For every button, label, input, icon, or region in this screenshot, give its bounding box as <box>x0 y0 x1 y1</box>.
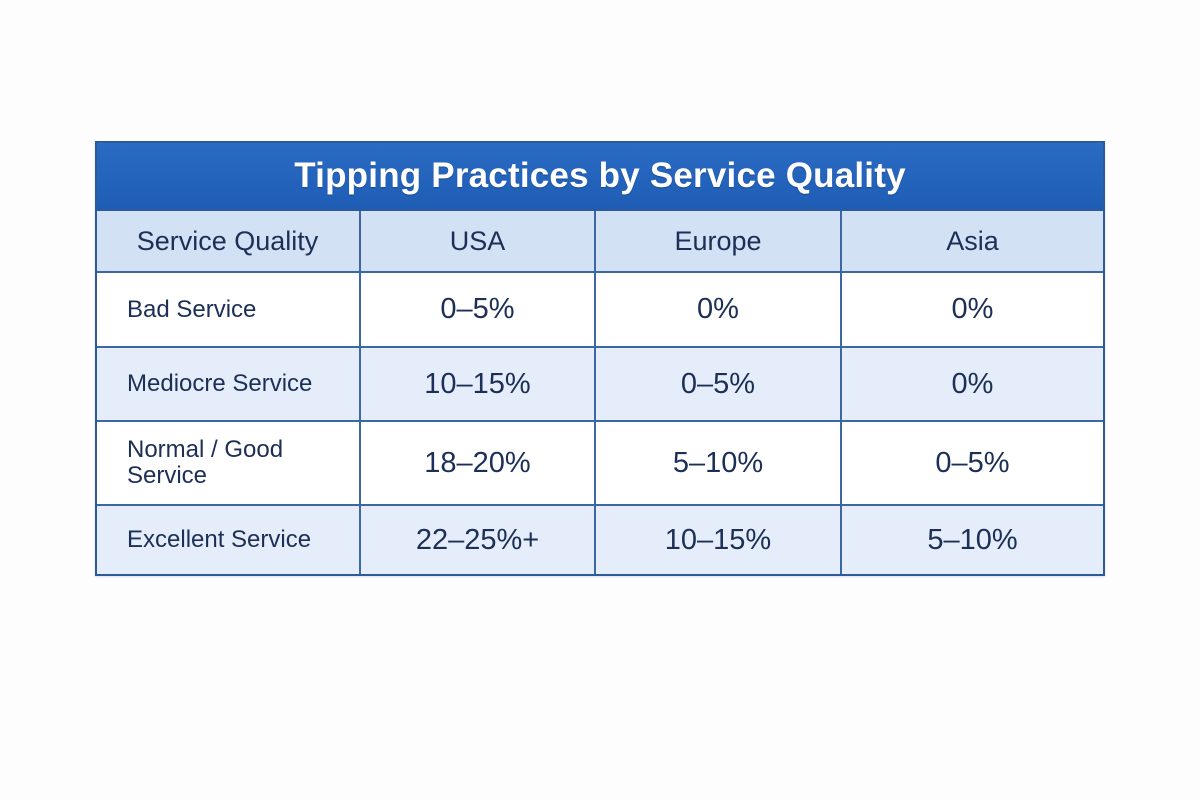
column-header-service-quality: Service Quality <box>97 211 361 273</box>
header-row: Service Quality USA Europe Asia <box>97 211 1103 273</box>
cell-usa: 10–15% <box>360 347 596 422</box>
cell-europe: 5–10% <box>595 421 842 506</box>
cell-europe: 0% <box>595 272 842 348</box>
data-table: Service Quality USA Europe Asia Bad Serv… <box>97 211 1103 574</box>
title-bar: Tipping Practices by Service Quality <box>97 143 1103 211</box>
table-row: Mediocre Service 10–15% 0–5% 0% <box>97 347 1103 422</box>
table-row: Normal / Good Service 18–20% 5–10% 0–5% <box>97 421 1103 506</box>
row-label: Normal / Good Service <box>97 421 361 506</box>
table-row: Excellent Service 22–25%+ 10–15% 5–10% <box>97 505 1103 574</box>
tipping-table: Tipping Practices by Service Quality Ser… <box>95 141 1105 576</box>
row-label: Excellent Service <box>97 505 361 574</box>
cell-asia: 0% <box>841 272 1103 348</box>
table-row: Bad Service 0–5% 0% 0% <box>97 272 1103 348</box>
row-label: Bad Service <box>97 272 361 348</box>
column-header-europe: Europe <box>595 211 842 273</box>
cell-europe: 0–5% <box>595 347 842 422</box>
cell-europe: 10–15% <box>595 505 842 574</box>
column-header-usa: USA <box>360 211 596 273</box>
cell-usa: 22–25%+ <box>360 505 596 574</box>
cell-usa: 0–5% <box>360 272 596 348</box>
cell-usa: 18–20% <box>360 421 596 506</box>
cell-asia: 0–5% <box>841 421 1103 506</box>
row-label: Mediocre Service <box>97 347 361 422</box>
table-title: Tipping Practices by Service Quality <box>294 156 906 195</box>
cell-asia: 0% <box>841 347 1103 422</box>
column-header-asia: Asia <box>841 211 1103 273</box>
cell-asia: 5–10% <box>841 505 1103 574</box>
